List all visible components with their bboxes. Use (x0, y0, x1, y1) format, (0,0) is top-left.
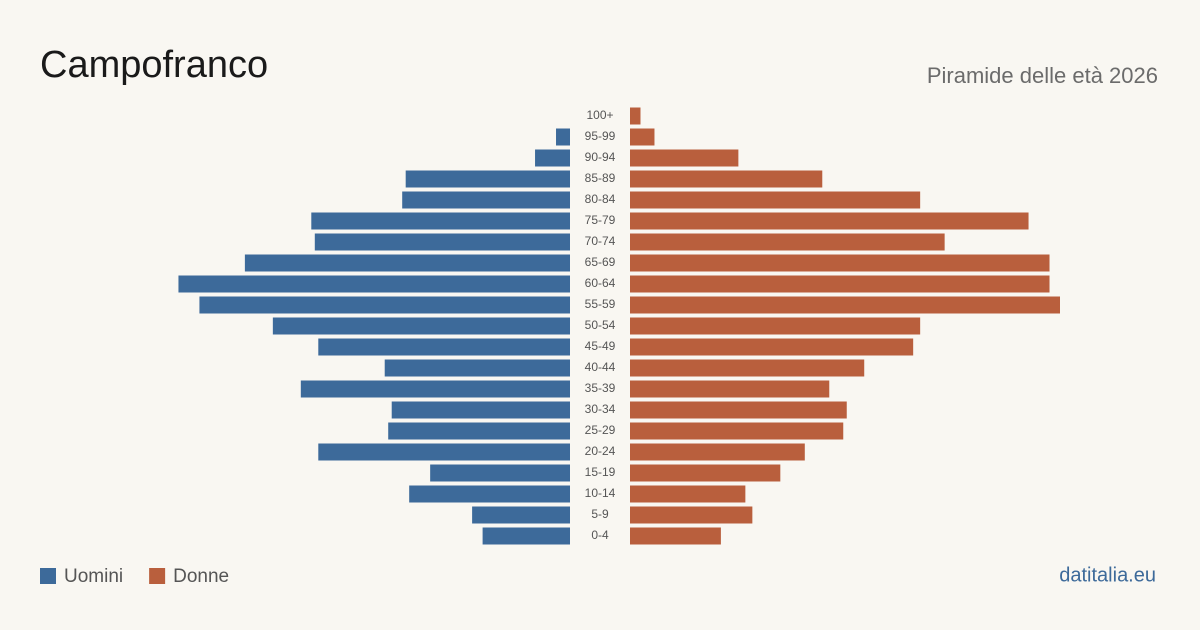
chart-title: Campofranco (40, 44, 268, 86)
bar (630, 107, 641, 125)
age-label: 100+ (586, 108, 613, 122)
bar (300, 380, 570, 398)
bar (630, 443, 805, 461)
age-label: 10-14 (585, 486, 616, 500)
legend-swatch (149, 568, 166, 584)
age-label: 25-29 (585, 423, 616, 437)
bar (318, 338, 570, 356)
bar (388, 422, 570, 440)
bar (630, 422, 844, 440)
bar (472, 506, 570, 524)
bar (178, 275, 570, 293)
bar (630, 275, 1050, 293)
legend-label: Uomini (64, 566, 123, 587)
bar (482, 527, 570, 545)
bar (630, 338, 914, 356)
bar (630, 506, 753, 524)
bar (630, 149, 739, 167)
chart-subtitle: Piramide delle età 2026 (927, 63, 1158, 88)
bar (199, 296, 570, 314)
age-label: 75-79 (585, 213, 616, 227)
age-label: 0-4 (591, 528, 609, 542)
source: datitalia.eu (1059, 564, 1156, 586)
bar (630, 296, 1060, 314)
bar (630, 212, 1029, 230)
bar (630, 485, 746, 503)
age-label: 50-54 (585, 318, 616, 332)
age-label: 5-9 (591, 507, 609, 521)
bar (318, 443, 570, 461)
age-label: 80-84 (585, 192, 616, 206)
age-label: 45-49 (585, 339, 616, 353)
bar (630, 170, 823, 188)
bar (402, 191, 570, 209)
bar (314, 233, 570, 251)
age-label: 90-94 (585, 150, 616, 164)
bar (630, 359, 865, 377)
bar (384, 359, 570, 377)
age-label: 95-99 (585, 129, 616, 143)
bar (630, 233, 945, 251)
bar (630, 464, 781, 482)
bar (535, 149, 570, 167)
age-label: 65-69 (585, 255, 616, 269)
bar (405, 170, 570, 188)
bar (630, 128, 655, 146)
legend-label: Donne (173, 566, 229, 587)
age-label: 35-39 (585, 381, 616, 395)
bar (244, 254, 570, 272)
bar (391, 401, 570, 419)
bar (311, 212, 570, 230)
bar (630, 401, 847, 419)
age-label: 40-44 (585, 360, 616, 374)
bar (630, 254, 1050, 272)
age-label: 15-19 (585, 465, 616, 479)
age-label: 20-24 (585, 444, 616, 458)
age-label: 60-64 (585, 276, 616, 290)
age-label: 85-89 (585, 171, 616, 185)
bar (556, 128, 570, 146)
legend-swatch (40, 568, 56, 584)
bar (272, 317, 570, 335)
bar (630, 317, 921, 335)
bar (409, 485, 570, 503)
bar (430, 464, 570, 482)
bar (630, 380, 830, 398)
bar (630, 527, 721, 545)
age-label: 30-34 (585, 402, 616, 416)
age-label: 70-74 (585, 234, 616, 248)
bar (630, 191, 921, 209)
age-label: 55-59 (585, 297, 616, 311)
